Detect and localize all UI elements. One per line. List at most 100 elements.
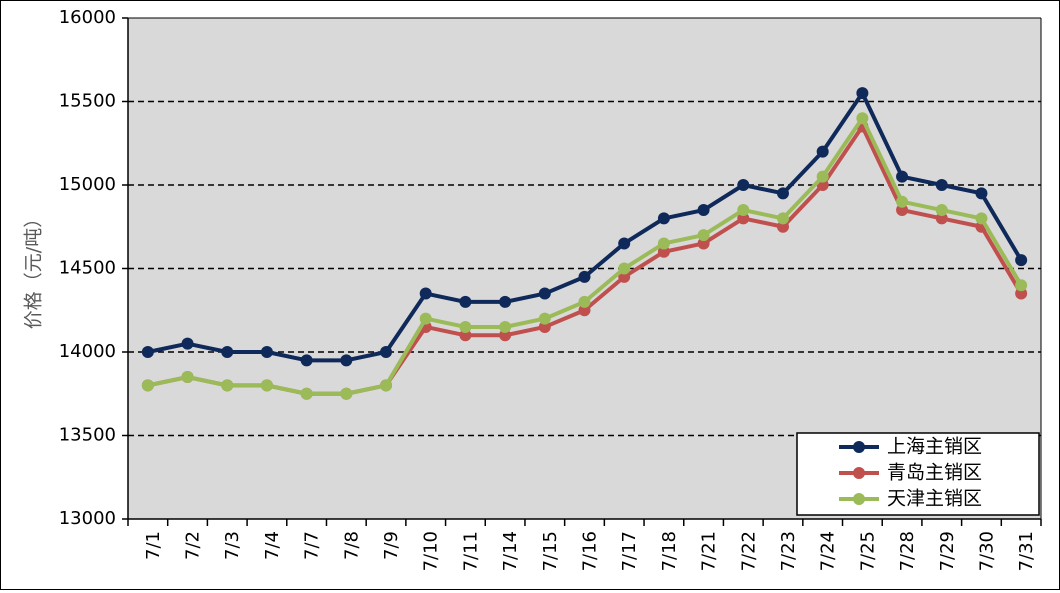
data-point: [181, 337, 194, 350]
x-tick-label: 7/25: [857, 531, 878, 571]
data-point: [618, 237, 631, 250]
data-point: [499, 295, 512, 308]
data-point: [1015, 279, 1028, 292]
data-point: [975, 212, 988, 225]
x-tick-label: 7/10: [421, 531, 442, 571]
x-tick-label: 7/18: [659, 531, 680, 571]
series-3: [141, 112, 1028, 400]
x-tick-label: 7/1: [143, 531, 164, 560]
data-point: [419, 312, 432, 325]
y-tick-label-13000: 13000: [59, 508, 116, 529]
data-point: [340, 354, 353, 367]
data-point: [419, 287, 432, 300]
data-point: [340, 387, 353, 400]
data-point: [578, 295, 591, 308]
x-tick-label: 7/2: [183, 531, 204, 560]
data-point: [935, 179, 948, 191]
y-axis-title: 价格（元/吨）: [23, 209, 45, 329]
x-tick-label: 7/21: [699, 531, 720, 571]
data-point: [499, 329, 512, 342]
legend-label-3: 天津主销区: [887, 488, 982, 510]
data-point: [618, 262, 631, 275]
legend-swatch-marker-2: [853, 467, 865, 479]
data-point: [896, 204, 909, 217]
data-point: [459, 329, 472, 342]
data-point: [538, 312, 551, 325]
data-point: [538, 320, 551, 333]
x-tick-label: 7/31: [1016, 531, 1037, 571]
data-point: [896, 195, 909, 208]
legend-swatch-marker-3: [853, 493, 865, 505]
data-point: [657, 245, 670, 258]
x-tick-label: 7/7: [302, 531, 323, 560]
x-tick-label: 7/11: [460, 531, 481, 571]
data-point: [300, 354, 313, 367]
x-tick-label: 7/16: [580, 531, 601, 571]
data-point: [459, 320, 472, 333]
data-point: [697, 229, 710, 242]
data-point: [697, 237, 710, 250]
data-point: [975, 187, 988, 200]
data-point: [380, 346, 393, 358]
data-point: [657, 212, 670, 225]
x-tick-label: 7/14: [500, 531, 521, 571]
data-point: [896, 170, 909, 183]
data-point: [816, 170, 829, 183]
y-tick-label-15500: 15500: [59, 91, 116, 112]
data-point: [776, 212, 789, 225]
y-tick-label-13500: 13500: [59, 425, 116, 446]
x-tick-label: 7/8: [341, 531, 362, 560]
x-tick-label: 7/28: [897, 531, 918, 571]
data-point: [816, 145, 829, 158]
data-point: [141, 379, 154, 392]
x-tick-label: 7/17: [619, 531, 640, 571]
x-tick-label: 7/9: [381, 531, 402, 560]
data-point: [380, 379, 393, 392]
y-tick-label-16000: 16000: [59, 7, 116, 28]
tick-labels: 13000 13500 14000 14500 15000 15500 16000 7/1 7/…: [59, 7, 1037, 571]
axes: [122, 17, 1042, 526]
y-tick-label-15000: 15000: [59, 174, 116, 195]
x-tick-label: 7/3: [222, 531, 243, 560]
y-tick-label-14500: 14500: [59, 258, 116, 279]
data-point: [657, 237, 670, 250]
data-point: [737, 204, 750, 217]
data-point: [260, 379, 273, 392]
data-point: [737, 212, 750, 225]
data-point: [459, 295, 472, 308]
x-tick-label: 7/15: [540, 531, 561, 571]
series-group: [141, 87, 1028, 400]
legend-swatch-marker-1: [853, 441, 865, 453]
x-tick-label: 7/23: [778, 531, 799, 571]
legend-label-1: 上海主销区: [887, 436, 982, 458]
data-point: [499, 320, 512, 333]
data-point: [538, 287, 551, 300]
x-tick-label: 7/4: [262, 531, 283, 560]
x-tick-label: 7/24: [818, 531, 839, 571]
data-point: [181, 371, 194, 384]
data-point: [141, 346, 154, 358]
data-point: [935, 212, 948, 225]
data-point: [618, 270, 631, 283]
data-point: [935, 204, 948, 217]
legend-box: [796, 432, 1040, 516]
y-tick-label-14000: 14000: [59, 341, 116, 362]
data-point: [776, 187, 789, 200]
data-point: [221, 346, 234, 358]
x-tick-label: 7/30: [976, 531, 997, 571]
data-point: [856, 87, 869, 100]
legend-label-2: 青岛主销区: [887, 462, 982, 484]
x-tick-label: 7/22: [738, 531, 759, 571]
series-1: [141, 87, 1028, 367]
data-point: [776, 220, 789, 233]
data-point: [737, 179, 750, 191]
data-point: [260, 346, 273, 358]
data-point: [221, 379, 234, 392]
x-tick-label: 7/29: [937, 531, 958, 571]
data-point: [1015, 254, 1028, 267]
data-point: [697, 204, 710, 217]
data-point: [578, 270, 591, 283]
data-point: [856, 112, 869, 125]
